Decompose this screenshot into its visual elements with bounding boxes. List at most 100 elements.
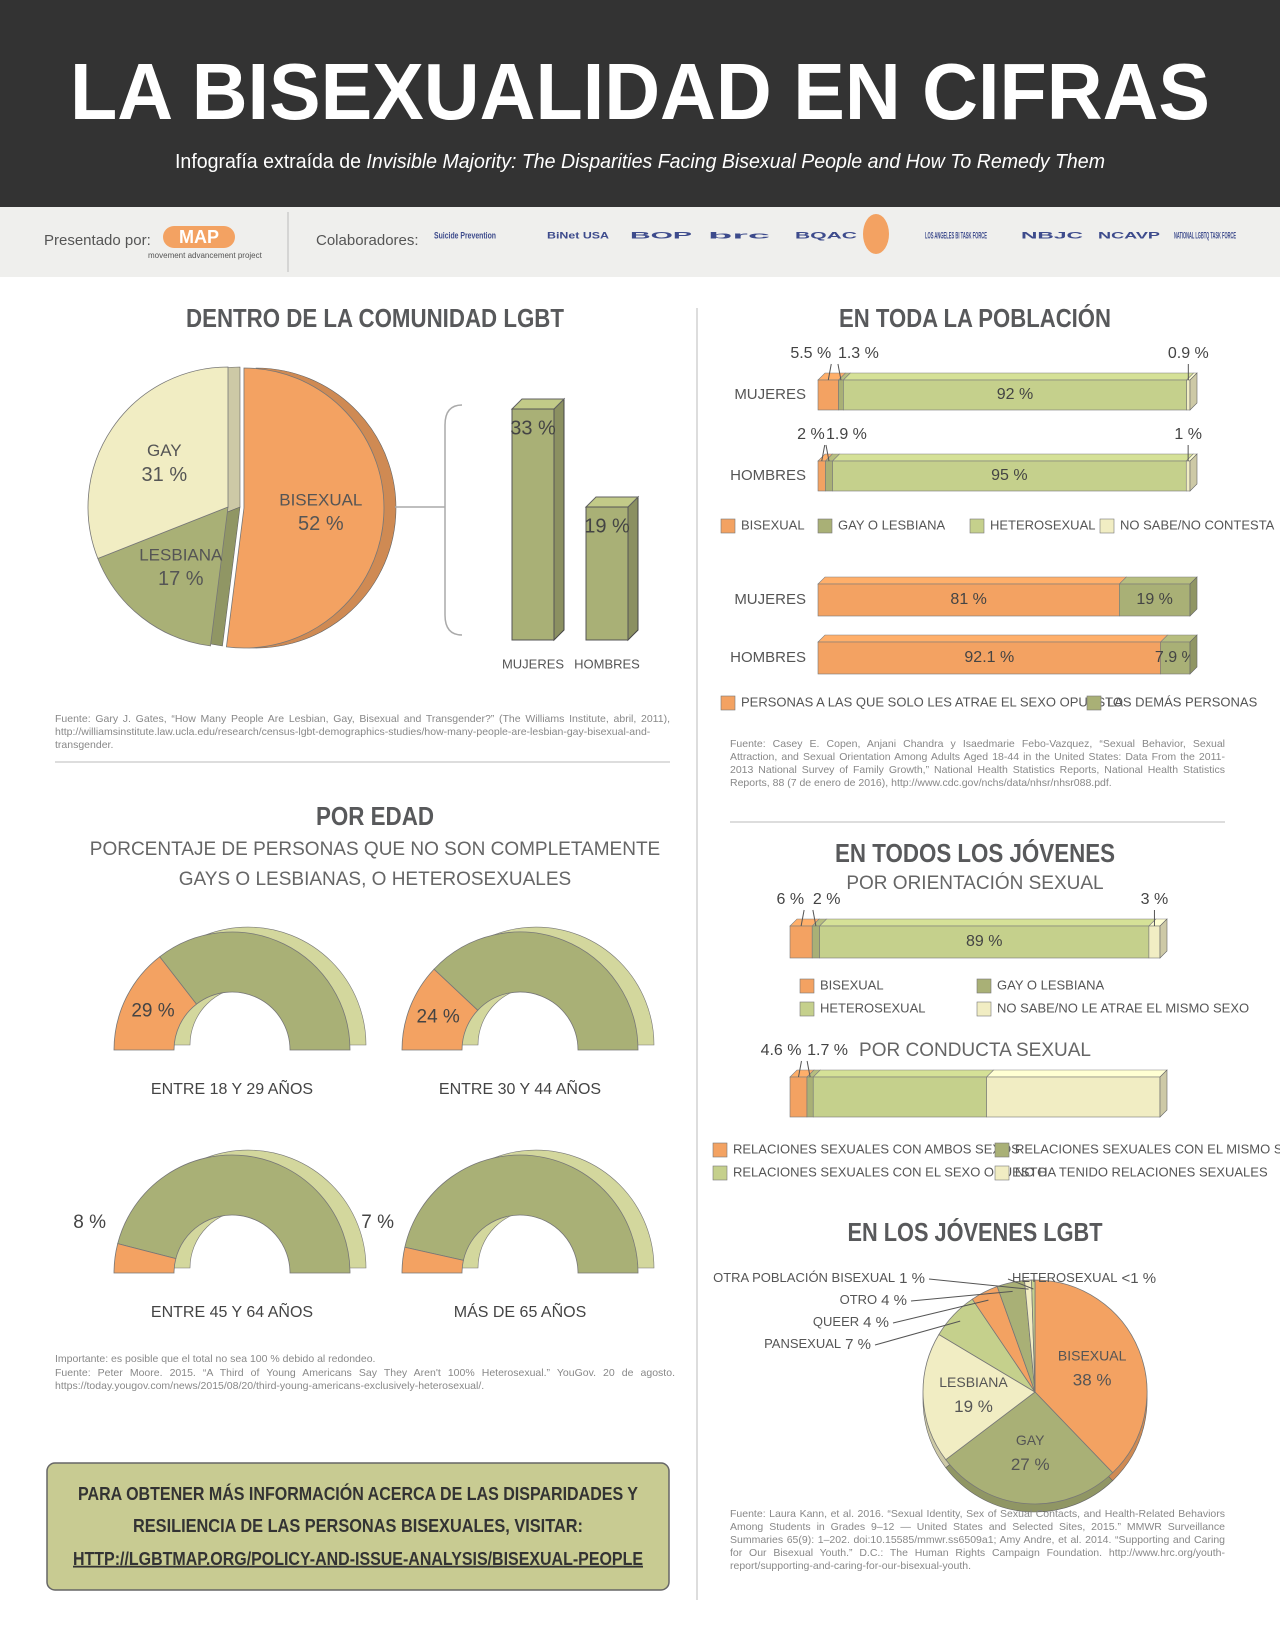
bar-segment [825,460,833,492]
legend-label: PERSONAS A LAS QUE SOLO LES ATRAE EL SEX… [741,694,1123,709]
source: Fuente: Laura Kann, et al. 2016. “Sexual… [730,1508,1225,1572]
section-title: EN LOS JÓVENES LGBT [848,1217,1103,1247]
slice-value: 38 % [1073,1370,1112,1389]
legend-swatch [712,1165,728,1181]
legend-label: RELACIONES SEXUALES CON EL MISMO SEXO [1015,1141,1280,1156]
slice [1034,1279,1148,1474]
bar-cap [1189,453,1198,492]
leader-line [806,1060,811,1078]
leader-line [797,1060,802,1078]
arc-label: ENTRE 18 Y 29 AÑOS [151,1078,313,1098]
bar-segment [1160,641,1191,675]
value-label: 2 % [813,891,841,908]
legend-swatch [976,1001,992,1017]
collaborator-logo: BOP [630,230,692,240]
value-label: 6 % [777,891,805,908]
slice [87,366,229,560]
legend-swatch [720,518,736,534]
row-label: MUJERES [734,386,806,403]
arc-rest [159,931,351,1051]
slice-label: PANSEXUAL 7 % [764,1336,871,1353]
legend-swatch [994,1142,1010,1158]
callout-url[interactable]: HTTP://LGBTMAP.ORG/POLICY-AND-ISSUE-ANAL… [73,1549,643,1569]
value-label: 1.7 % [807,1042,848,1059]
arc-label: ENTRE 30 Y 44 AÑOS [439,1078,601,1098]
leader-line [825,444,830,462]
value-label: 4.6 % [761,1042,802,1059]
value-label: 19 % [584,515,630,537]
slice-label-name: QUEER [813,1314,859,1329]
bar-segment [986,1076,1161,1118]
collaborator-logo: Suicide Prevention [434,230,496,240]
slice [225,367,385,649]
slice-label: LESBIANA [939,1374,1008,1390]
logo-figure [863,214,889,254]
section-subtitle: PORCENTAJE DE PERSONAS QUE NO SON COMPLE… [90,839,660,860]
value-label: 92.1 % [964,649,1014,666]
legend-swatch [720,695,736,711]
page-title: LA BISEXUALIDAD EN CIFRAS [70,47,1210,136]
bar-segment [1119,583,1191,617]
legend-label: BISEXUAL [741,517,805,532]
bar-top [817,576,1128,585]
value-label: 29 % [131,1000,174,1021]
arc-label: ENTRE 45 Y 64 AÑOS [151,1301,313,1321]
row-label: MUJERES [734,591,806,608]
arc-rest [433,931,639,1051]
collaborator-logo: NATIONAL LGBTQ TASK FORCE [1174,230,1236,240]
arc-rest [117,1154,351,1274]
bar-top [812,1069,995,1078]
map-logo: MAP [179,227,219,247]
slice-label-name: OTRO [840,1292,878,1307]
section-subtitle: POR ORIENTACIÓN SEXUAL [846,872,1103,894]
slice-label: OTRO 4 % [840,1292,907,1309]
legend-swatch [969,518,985,534]
bar [511,408,555,641]
section-title: DENTRO DE LA COMUNIDAD LGBT [186,303,564,333]
value-label: 19 % [1136,591,1172,608]
legend-label: HETEROSEXUAL [820,1000,925,1015]
legend-swatch [994,1165,1010,1181]
legend-label: HETEROSEXUAL [990,517,1095,532]
legend-swatch [1086,695,1102,711]
bar-top [584,496,640,508]
bar-top [510,398,566,410]
legend-label: NO HA TENIDO RELACIONES SEXUALES [1015,1164,1268,1179]
slice-value: 52 % [298,513,344,535]
slice-label-value: 4 % [881,1292,907,1309]
collaborator-logo: NCAVP [1098,230,1160,240]
collaborators-label: Colaboradores: [316,232,419,249]
slice-label-name: OTRA POBLACIÓN BISEXUAL [713,1270,895,1285]
value-label: 1.3 % [838,345,879,362]
legend-label: LAS DEMÁS PERSONAS [1107,694,1258,709]
callout-box [46,1462,670,1591]
bar-segment [789,1076,808,1118]
map-tagline: movement advancement project [148,251,263,260]
bar-segment [817,460,826,492]
bar-segment [843,379,1187,411]
note: Importante: es posible que el total no s… [55,1353,376,1365]
section-title: EN TODA LA POBLACIÓN [839,303,1111,333]
arc-value [113,1243,177,1274]
bar-segment [1185,460,1191,492]
slice [1031,1279,1036,1393]
bar [585,506,629,641]
bar-segment [806,1076,814,1118]
bar-top [831,453,1195,462]
leader-line [827,363,832,381]
presented-label: Presentado por: [44,232,151,249]
legend-label: NO SABE/NO LE ATRAE EL MISMO SEXO [997,1000,1249,1015]
value-label: 33 % [510,417,556,439]
bar-top [817,634,1169,643]
arc-value [401,1246,464,1274]
value-label: 24 % [417,1007,460,1028]
leader-line [1007,1278,1034,1290]
collaborator-logo: NBJC [1021,230,1084,240]
map-logo-bg [163,226,235,248]
bar-top [818,918,1157,927]
slice-label-value: <1 % [1121,1270,1156,1287]
bar-top [1118,576,1198,585]
bar-cap [1189,634,1198,675]
bar-cap [1159,1069,1168,1118]
